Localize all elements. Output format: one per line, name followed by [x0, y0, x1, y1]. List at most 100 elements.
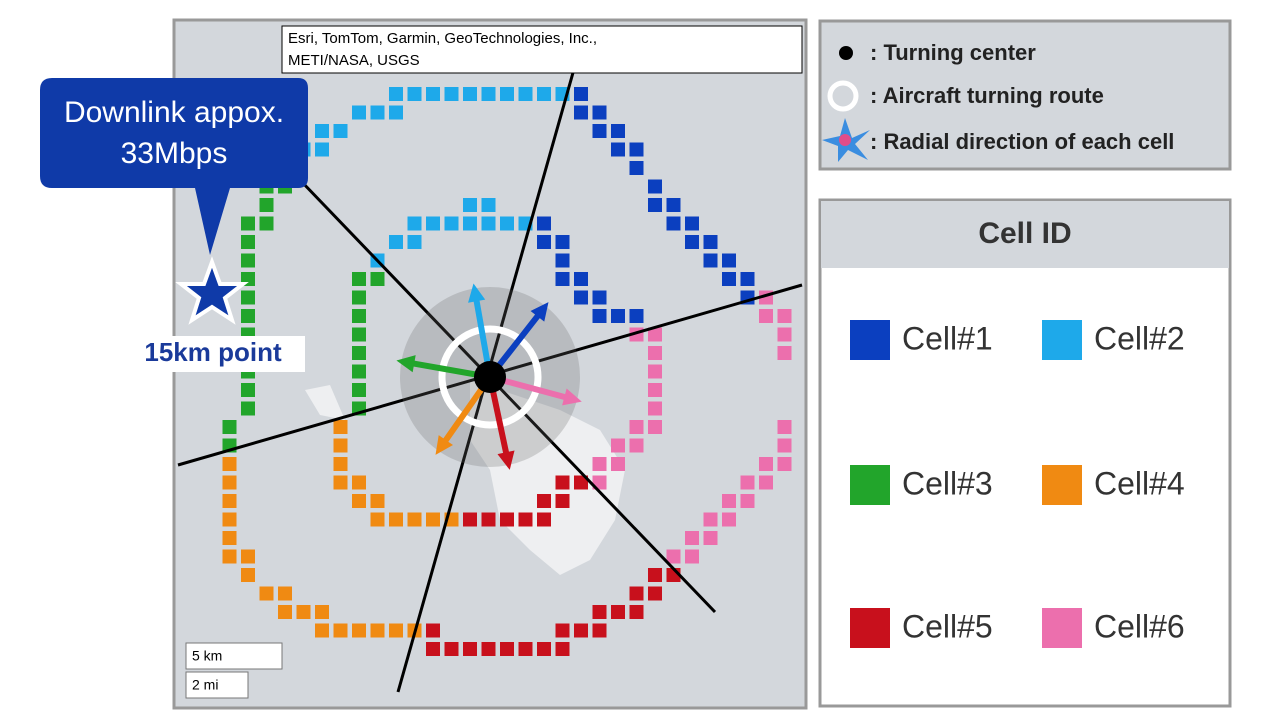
cell-square: [352, 494, 366, 508]
cell-square: [352, 309, 366, 323]
cell-square: [352, 383, 366, 397]
cell-square: [555, 272, 570, 286]
cell-square: [574, 623, 588, 638]
cell-square: [555, 642, 570, 656]
cell-square: [426, 512, 440, 527]
cell-square: [241, 235, 255, 249]
cell-square: [685, 235, 699, 249]
callout-text: 33Mbps: [121, 137, 228, 170]
cell-square: [555, 253, 570, 268]
cell-square: [648, 364, 662, 379]
label-bg: [120, 336, 305, 372]
cell-square: [518, 512, 533, 527]
cell-square: [444, 87, 459, 101]
cell-square: [611, 142, 625, 157]
cell-square: [278, 586, 292, 601]
cell-square: [703, 531, 718, 545]
cell-square: [537, 642, 551, 656]
cell-square: [444, 216, 459, 231]
star: [175, 256, 249, 325]
attribution: Esri, TomTom, Garmin, GeoTechnologies, I…: [288, 30, 597, 47]
cell-square: [777, 309, 792, 323]
cell-square: [537, 512, 551, 527]
arrow-head: [497, 450, 515, 470]
cell-square: [666, 549, 681, 564]
cell-square: [296, 605, 311, 619]
cell-square: [389, 105, 403, 120]
cell-square: [537, 494, 551, 508]
arrow-head: [396, 355, 416, 373]
cell-square: [611, 438, 625, 453]
cell-swatch: [1042, 608, 1082, 648]
cell-square: [333, 475, 348, 490]
cell-square: [777, 346, 792, 360]
cell-name: Cell#2: [1094, 320, 1185, 356]
cell-square: [333, 623, 348, 638]
map: Esri, TomTom, Garmin, GeoTechnologies, I…: [40, 18, 808, 710]
cell-id-panel: Cell ID Cell#1 Cell#2 Cell#3 Cell#4 Cell#5 Ce…: [818, 198, 1232, 708]
cell-square: [352, 290, 366, 305]
cell-square: [648, 383, 662, 397]
cell-name: Cell#1: [902, 320, 993, 356]
cell-square: [222, 549, 237, 564]
cell-square: [259, 216, 274, 231]
cell-square: [315, 142, 329, 157]
cell-square: [259, 586, 274, 601]
cell-square: [222, 420, 237, 434]
cell-square: [481, 512, 496, 527]
cell-square: [518, 642, 533, 656]
cell-square: [685, 216, 699, 231]
cell-square: [463, 512, 477, 527]
cell-square: [500, 642, 514, 656]
cell-square: [703, 235, 718, 249]
legend-icon: [822, 118, 870, 162]
cell-square: [592, 605, 607, 619]
cell-square: [222, 457, 237, 471]
cell-square: [740, 494, 755, 508]
cell-square: [740, 475, 755, 490]
cell-square: [370, 494, 385, 508]
cell-square: [777, 327, 792, 342]
turning-center: [474, 361, 506, 393]
cell-square: [259, 198, 274, 212]
legend-text: : Radial direction of each cell: [870, 129, 1174, 154]
cell-square: [370, 623, 385, 638]
cell-square: [407, 512, 422, 527]
cell-square: [222, 494, 237, 508]
cell-square: [629, 586, 644, 601]
cell-square: [463, 198, 477, 212]
cell-square: [537, 87, 551, 101]
cell-square: [481, 216, 496, 231]
cell-square: [370, 272, 385, 286]
cell-square: [426, 87, 440, 101]
legend-text: : Aircraft turning route: [870, 83, 1104, 108]
cell-square: [685, 531, 699, 545]
cell-square: [759, 475, 773, 490]
cell-square: [352, 327, 366, 342]
cell-square: [592, 309, 607, 323]
cell-square: [555, 475, 570, 490]
scale-label: 5 km: [192, 648, 222, 664]
cell-square: [389, 623, 403, 638]
legend: : Turning center : Aircraft turning rout…: [818, 19, 1232, 171]
cell-square: [722, 494, 736, 508]
attribution-box: [281, 25, 803, 74]
cell-square: [426, 216, 440, 231]
legend-text: : Turning center: [870, 40, 1036, 65]
panel-title: Cell ID: [978, 217, 1071, 250]
cell-square: [352, 346, 366, 360]
cell-square: [648, 568, 662, 582]
cell-square: [592, 290, 607, 305]
cell-square: [629, 420, 644, 434]
cell-square: [648, 327, 662, 342]
legend-icon: [827, 80, 859, 112]
cell-square: [574, 87, 588, 101]
cell-square: [592, 105, 607, 120]
cell-swatch: [1042, 320, 1082, 360]
cell-square: [592, 124, 607, 138]
sector-line: [298, 178, 717, 614]
arrow-head: [435, 435, 453, 455]
cell-square: [629, 161, 644, 175]
